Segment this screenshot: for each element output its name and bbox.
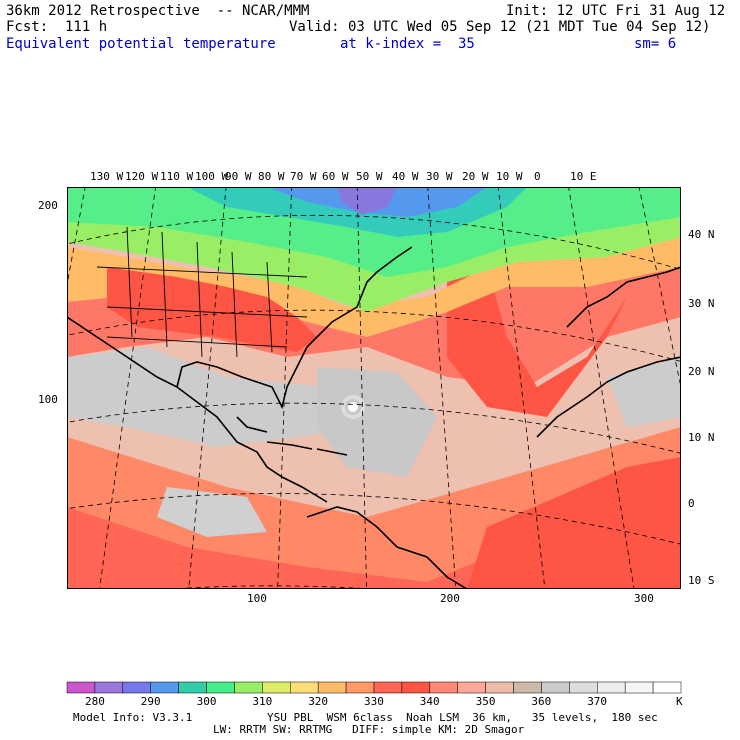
footer-radiation: LW: RRTM SW: RRTMG DIFF: simple KM: 2D S… — [213, 723, 525, 736]
legend-swatch — [178, 681, 207, 694]
legend-swatch — [290, 681, 319, 694]
legend-label: 330 — [364, 695, 384, 708]
grid-x-label: 200 — [440, 592, 460, 605]
header-forecast-hour: Fcst: 111 h — [6, 19, 108, 35]
header-valid-time: Valid: 03 UTC Wed 05 Sep 12 (21 MDT Tue … — [289, 19, 711, 35]
latitude-label: 40 N — [688, 228, 715, 241]
header-init-time: Init: 12 UTC Fri 31 Aug 12 — [506, 3, 726, 19]
legend-swatch — [429, 681, 458, 694]
longitude-label: 100 W — [195, 170, 229, 183]
grid-x-label: 100 — [247, 592, 267, 605]
longitude-label: 70 W — [290, 170, 317, 183]
us-warm-area — [107, 267, 317, 352]
legend-swatch — [345, 681, 375, 694]
grid-y-label: 100 — [38, 393, 58, 406]
coastlines — [67, 246, 681, 589]
gray-patch-caribbean — [67, 347, 367, 447]
gray-patch-atlantic — [317, 367, 437, 477]
legend-label: 310 — [252, 695, 273, 708]
longitude-label: 20 W — [462, 170, 489, 183]
graticule — [67, 187, 681, 589]
latitude-label: 10 N — [688, 431, 715, 444]
storm-center — [348, 402, 358, 412]
latitude-label: 20 N — [688, 365, 715, 378]
legend-unit: K — [676, 695, 683, 708]
latitude-label: 30 N — [688, 297, 715, 310]
longitude-label: 80 W — [258, 170, 285, 183]
grid-y-label: 200 — [38, 199, 58, 212]
longitude-labels: 130 W 120 W 110 W 100 W 90 W 80 W 70 W 60 W 50 W… — [0, 170, 740, 184]
legend-swatch — [373, 681, 403, 694]
header-smoothing: sm= 6 — [634, 36, 677, 52]
footer-model-info: Model Info: V3.3.1 — [73, 711, 193, 724]
longitude-label: 110 W — [160, 170, 194, 183]
longitude-label: 90 W — [225, 170, 252, 183]
legend-swatch — [401, 681, 431, 694]
longitude-label: 50 W — [356, 170, 383, 183]
legend-swatch — [150, 681, 179, 694]
longitude-label: 130 W — [90, 170, 124, 183]
longitude-label: 40 W — [392, 170, 419, 183]
legend-swatch — [234, 681, 263, 694]
legend-label: 350 — [475, 695, 496, 708]
grid-x-label: 300 — [634, 592, 654, 605]
latitude-labels: 40 N 30 N 20 N 10 N 0 10 S — [688, 0, 740, 740]
grid-y-labels: 200 100 — [0, 0, 66, 740]
grid-x-labels: 100 200 300 — [0, 592, 740, 606]
legend-swatch — [206, 681, 235, 694]
theta-e-map — [67, 187, 681, 589]
longitude-label: 0 — [534, 170, 541, 183]
header-title: 36km 2012 Retrospective -- NCAR/MMM — [6, 3, 310, 19]
latitude-label: 0 — [688, 497, 695, 510]
legend-label: 300 — [196, 695, 217, 708]
longitude-label: 120 W — [125, 170, 159, 183]
footer-physics: YSU PBL WSM 6class Noah LSM 36 km, 35 le… — [267, 711, 658, 724]
legend-swatch — [513, 681, 542, 694]
header-field-name: Equivalent potential temperature — [6, 36, 276, 52]
legend-label: 290 — [140, 695, 161, 708]
legend-label: 370 — [587, 695, 608, 708]
legend-label: 360 — [531, 695, 552, 708]
latitude-label: 10 S — [688, 574, 715, 587]
color-legend — [66, 681, 682, 694]
header-level: at k-index = 35 — [340, 36, 475, 52]
legend-swatch — [457, 681, 486, 694]
legend-swatch — [569, 681, 598, 694]
legend-swatch — [94, 681, 124, 694]
legend-label: 320 — [308, 695, 329, 708]
legend-labels: 280 290 300 310 320 330 340 350 360 370 — [0, 695, 740, 709]
legend-swatch — [262, 681, 291, 694]
political-borders — [96, 226, 308, 358]
legend-label: 340 — [419, 695, 440, 708]
longitude-label: 10 W — [496, 170, 523, 183]
longitude-label: 10 E — [570, 170, 597, 183]
legend-swatch — [652, 681, 682, 694]
legend-swatch — [541, 681, 570, 694]
legend-label: 280 — [85, 695, 105, 708]
legend-swatch — [66, 681, 96, 694]
legend-swatch — [485, 681, 514, 694]
legend-swatch — [624, 681, 654, 694]
legend-swatch — [317, 681, 347, 694]
longitude-label: 30 W — [426, 170, 453, 183]
legend-swatch — [597, 681, 626, 694]
legend-swatch — [122, 681, 151, 694]
longitude-label: 60 W — [322, 170, 349, 183]
